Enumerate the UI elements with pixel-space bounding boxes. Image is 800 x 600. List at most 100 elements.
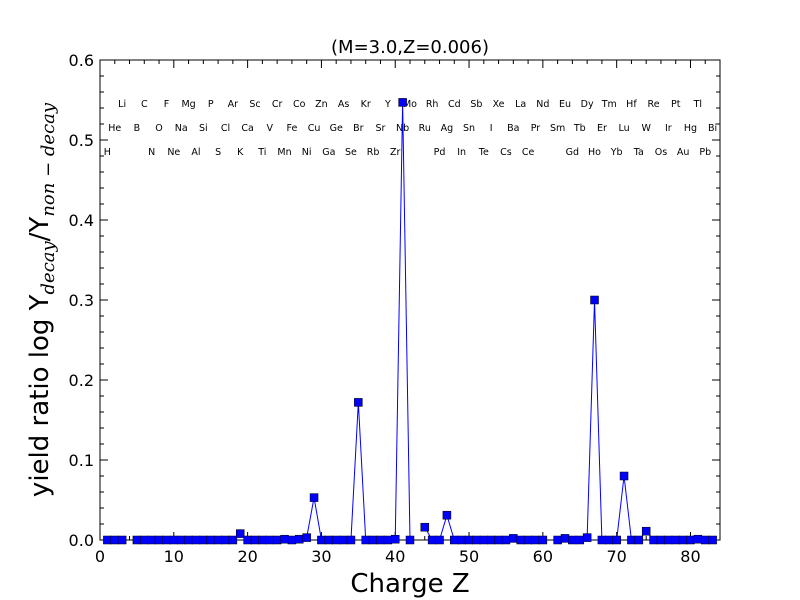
element-label: Na (175, 123, 188, 134)
data-point (243, 535, 252, 545)
element-label: O (155, 123, 162, 134)
element-label: Ca (241, 123, 253, 134)
data-point (523, 535, 533, 545)
data-point (457, 535, 466, 545)
element-label: Cd (448, 99, 461, 110)
element-label: Te (478, 147, 489, 158)
y-tick-label: 0.3 (69, 291, 94, 310)
data-point (103, 535, 112, 545)
data-point (265, 535, 275, 545)
y-tick-label: 0.0 (69, 531, 94, 550)
y-axis-label-sub2: non − decay (38, 102, 59, 217)
element-label: Lu (618, 123, 629, 134)
chart-title: (M=3.0,Z=0.006) (331, 37, 489, 58)
y-tick-label: 0.6 (69, 51, 94, 70)
data-point (582, 533, 592, 542)
element-label: He (108, 123, 121, 134)
element-label: Mg (181, 99, 195, 110)
data-point (354, 398, 363, 407)
data-point (184, 535, 193, 545)
data-point (287, 535, 297, 545)
element-label: Co (293, 99, 306, 110)
data-point (597, 535, 607, 545)
element-label: K (237, 147, 244, 158)
x-tick-label: 40 (385, 547, 405, 566)
data-point (605, 535, 614, 545)
data-point (258, 535, 267, 545)
data-point (509, 534, 518, 543)
data-point (228, 535, 238, 545)
data-point (472, 535, 481, 545)
element-label: Ir (665, 123, 672, 134)
x-tick-label: 20 (237, 547, 257, 566)
element-label: Dy (581, 99, 594, 110)
element-label: Y (384, 99, 391, 110)
data-point (317, 535, 326, 545)
data-point (641, 526, 651, 536)
data-point (553, 535, 562, 545)
data-point (169, 535, 179, 545)
element-label: Sc (249, 99, 260, 110)
data-point (235, 529, 245, 538)
element-label: Cr (272, 99, 283, 110)
data-point (612, 535, 621, 545)
data-point (678, 535, 688, 545)
data-point (272, 535, 282, 545)
data-point (117, 535, 127, 545)
element-label: Cs (500, 147, 512, 158)
data-point (383, 535, 393, 545)
data-point (132, 535, 142, 545)
data-point (494, 535, 503, 545)
element-label: Cl (221, 123, 230, 134)
x-tick-label: 30 (311, 547, 331, 566)
data-point (435, 535, 444, 545)
element-label: Pb (699, 147, 711, 158)
data-point (486, 535, 496, 545)
data-point (221, 535, 230, 545)
plot-area: 0 10 20 30 40 50 60 70 80 0.0 0.1 0.2 0.3 0.4 0.5 0.6 H H… (69, 51, 721, 566)
data-point (206, 535, 215, 545)
element-label: Ru (419, 123, 431, 134)
y-axis-label-slash: /Y (25, 217, 55, 242)
x-tick-label: 80 (680, 547, 700, 566)
element-label: Rh (426, 99, 439, 110)
element-label: Ba (507, 123, 519, 134)
element-label: Pr (531, 123, 541, 134)
element-label: In (457, 147, 466, 158)
element-label: C (141, 99, 148, 110)
data-point (568, 535, 577, 545)
data-point (309, 493, 319, 502)
element-label: Eu (559, 99, 571, 110)
y-tick-label: 0.4 (69, 211, 94, 230)
series-line (557, 299, 713, 541)
element-label: Au (677, 147, 690, 158)
element-label: Ce (522, 147, 535, 158)
data-point (368, 535, 378, 545)
element-label: W (641, 123, 651, 134)
data-point (110, 535, 120, 545)
data-point (331, 535, 341, 545)
element-label: P (208, 99, 214, 110)
data-point (280, 534, 289, 544)
data-point (501, 535, 511, 545)
data-point (140, 535, 149, 545)
element-label: Se (345, 147, 357, 158)
element-label: Zn (315, 99, 328, 110)
data-point (686, 535, 695, 545)
data-point (147, 535, 156, 545)
data-point (708, 535, 717, 545)
element-label: Si (199, 123, 208, 134)
element-label: Br (353, 123, 364, 134)
data-point (627, 535, 636, 545)
element-label: H (104, 147, 111, 158)
data-point (176, 535, 186, 545)
data-point (398, 98, 407, 107)
element-label: Ga (322, 147, 335, 158)
data-point (693, 534, 703, 544)
data-point (700, 535, 710, 545)
data-point (656, 535, 666, 545)
x-tick-label: 60 (533, 547, 553, 566)
data-point (538, 535, 548, 545)
y-axis-label: yield ratio log Ydecay/Ynon − decay (25, 102, 59, 497)
